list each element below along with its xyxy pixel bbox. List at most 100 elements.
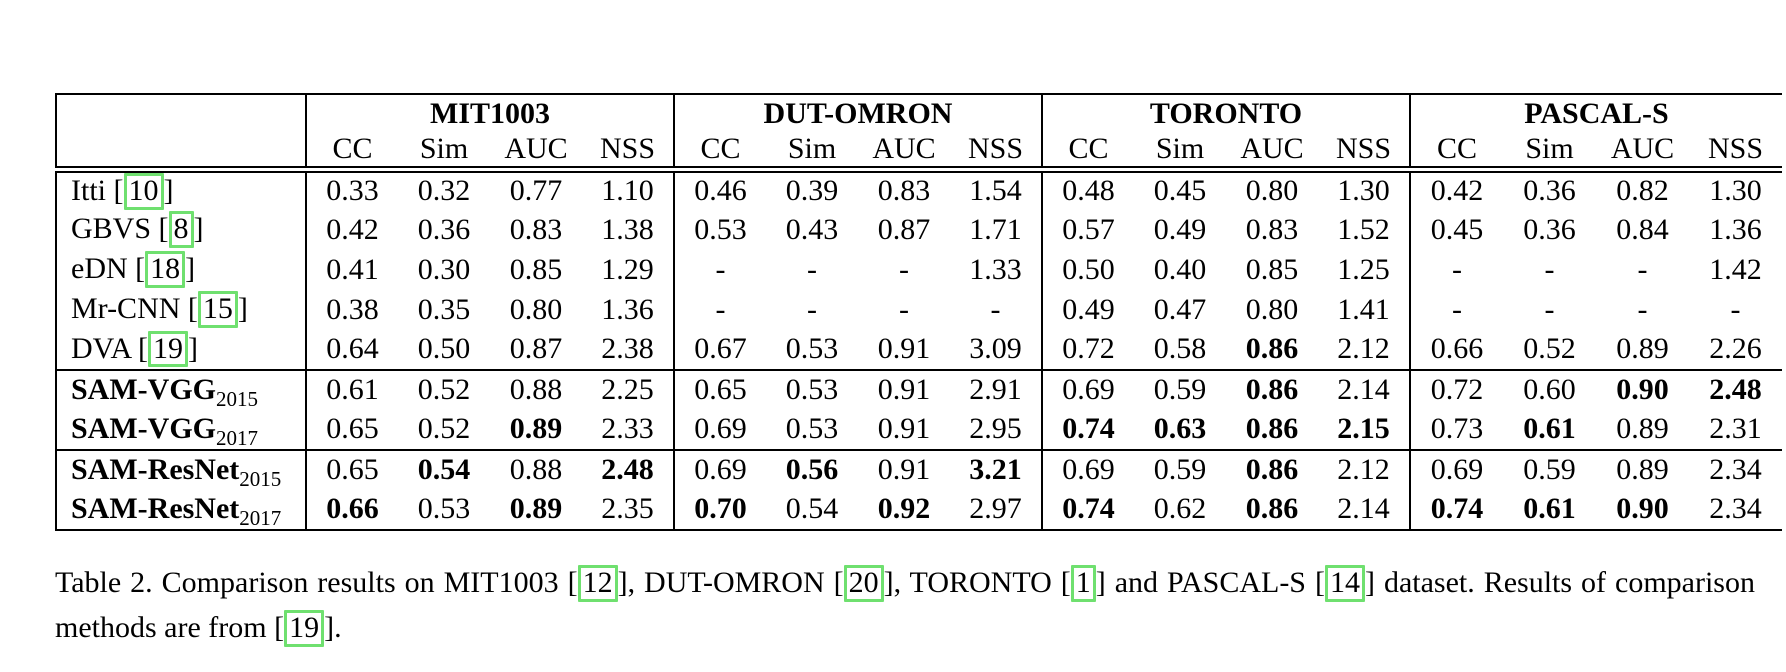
metric-value: 0.85 xyxy=(1245,252,1299,286)
metric-value: 0.52 xyxy=(417,412,471,446)
metric-value: 0.58 xyxy=(1153,332,1207,366)
citation-link[interactable]: 20 xyxy=(843,565,884,602)
metric-value: - xyxy=(673,249,766,290)
metric-value: 2.95 xyxy=(969,412,1022,446)
metric-value: 0.86 xyxy=(1226,448,1318,490)
metric-value: 0.53 xyxy=(673,209,766,250)
metric-value: 0.53 xyxy=(785,332,839,366)
metric-value: 0.66 xyxy=(1409,329,1503,370)
metric-value: 0.91 xyxy=(858,448,950,490)
metric-value: 0.38 xyxy=(305,289,398,330)
metric-value: 0.72 xyxy=(1041,329,1134,370)
metric-value: 0.35 xyxy=(417,292,471,326)
metric-value: 2.48 xyxy=(1689,368,1782,410)
method-name: SAM-VGG2015 xyxy=(56,368,306,410)
citation-link[interactable]: 1 xyxy=(1070,565,1096,602)
metric-value: 2.35 xyxy=(601,492,654,526)
metric-value: 2.33 xyxy=(601,412,654,446)
metric-value: 0.46 xyxy=(673,169,766,210)
citation-link[interactable]: 15 xyxy=(197,291,238,328)
citation-link[interactable]: 19 xyxy=(147,330,188,368)
metric-header: Sim xyxy=(1134,132,1226,173)
metric-header: Sim xyxy=(766,132,858,173)
table-row: Itti [10] 0.33 0.32 0.77 1.10 0.46 0.39 0.83 1.5… xyxy=(56,169,1782,210)
metric-value: 0.60 xyxy=(1503,368,1596,410)
metric-value: 1.25 xyxy=(1337,252,1390,286)
metric-header: Sim xyxy=(1503,132,1596,173)
dataset-header: PASCAL-S xyxy=(1409,94,1782,132)
metric-value: 1.42 xyxy=(1709,252,1762,286)
metric-value: 0.39 xyxy=(785,174,839,208)
metric-value: 0.88 xyxy=(490,448,582,490)
metric-value: 2.25 xyxy=(582,368,674,410)
metric-value: 0.49 xyxy=(1041,289,1134,330)
metric-value: 0.80 xyxy=(1245,292,1299,326)
metric-value: 1.71 xyxy=(969,212,1022,246)
metric-value: 0.85 xyxy=(509,252,563,286)
metric-value: - xyxy=(1409,249,1503,290)
metric-header-row: CC Sim AUC NSS CC Sim AUC NSS CC Sim AUC… xyxy=(56,132,1782,173)
citation-link[interactable]: 18 xyxy=(145,251,186,288)
metric-value: 1.30 xyxy=(1337,174,1390,208)
metric-value: 0.73 xyxy=(1409,409,1503,450)
metric-value: 0.52 xyxy=(398,368,490,410)
metric-value: 0.86 xyxy=(1226,368,1318,410)
method-name: eDN [18] xyxy=(56,250,306,290)
metric-value: 0.89 xyxy=(1596,448,1689,490)
metric-header: AUC xyxy=(490,132,582,173)
metric-value: 0.83 xyxy=(509,212,563,246)
metric-value: 2.14 xyxy=(1337,492,1390,526)
metric-value: - xyxy=(899,252,909,286)
metric-value: 0.57 xyxy=(1041,209,1134,250)
metric-value: 2.91 xyxy=(950,368,1042,410)
results-table: MIT1003 DUT-OMRON TORONTO PASCAL-S CC Si… xyxy=(55,93,1782,531)
metric-value: - xyxy=(1544,252,1555,286)
dataset-header: TORONTO xyxy=(1041,94,1410,132)
citation-link[interactable]: 10 xyxy=(123,173,164,210)
metric-value: 2.15 xyxy=(1337,412,1390,446)
citation-link[interactable]: 12 xyxy=(577,565,618,602)
metric-value: 0.40 xyxy=(1153,252,1207,286)
metric-header: CC xyxy=(1041,132,1134,173)
metric-header: NSS xyxy=(1318,132,1410,173)
metric-value: - xyxy=(899,292,909,326)
metric-value: - xyxy=(1409,289,1503,330)
metric-value: 0.59 xyxy=(1134,368,1226,410)
metric-value: 0.74 xyxy=(1041,489,1134,530)
metric-header: NSS xyxy=(1689,132,1782,173)
metric-value: 0.63 xyxy=(1153,412,1207,446)
metric-value: 0.91 xyxy=(858,368,950,410)
metric-value: 0.49 xyxy=(1153,212,1207,246)
metric-value: 0.65 xyxy=(305,409,398,450)
dataset-header: DUT-OMRON xyxy=(673,94,1042,132)
metric-value: 0.89 xyxy=(1616,412,1669,446)
metric-value: 2.34 xyxy=(1689,448,1782,490)
metric-value: 0.52 xyxy=(1523,332,1576,366)
metric-value: 0.69 xyxy=(1041,448,1134,490)
metric-value: 0.65 xyxy=(673,368,766,410)
metric-value: 2.12 xyxy=(1337,332,1390,366)
metric-value: 0.83 xyxy=(1245,212,1299,246)
method-name: Mr-CNN [15] xyxy=(56,290,306,330)
metric-value: 0.33 xyxy=(305,169,398,210)
metric-value: 0.54 xyxy=(398,448,490,490)
metric-value: 0.36 xyxy=(417,212,471,246)
metric-value: 0.47 xyxy=(1153,292,1207,326)
metric-header: CC xyxy=(305,132,398,173)
metric-header: CC xyxy=(1409,132,1503,173)
metric-value: 0.53 xyxy=(785,412,839,446)
citation-link[interactable]: 8 xyxy=(168,211,194,248)
metric-value: 3.21 xyxy=(950,448,1042,490)
metric-value: 2.26 xyxy=(1709,332,1762,366)
metric-value: 0.67 xyxy=(673,329,766,370)
metric-value: 0.36 xyxy=(1523,174,1576,208)
citation-link[interactable]: 14 xyxy=(1324,565,1365,602)
table-caption: Table 2. Comparison results on MIT1003 [… xyxy=(55,560,1755,650)
metric-header: CC xyxy=(673,132,766,173)
metric-value: 0.92 xyxy=(877,492,931,526)
metric-value: 0.86 xyxy=(1245,492,1299,526)
metric-value: 0.59 xyxy=(1503,448,1596,490)
metric-value: 2.97 xyxy=(969,492,1022,526)
metric-value: - xyxy=(1637,292,1648,326)
citation-link[interactable]: 19 xyxy=(284,610,325,647)
